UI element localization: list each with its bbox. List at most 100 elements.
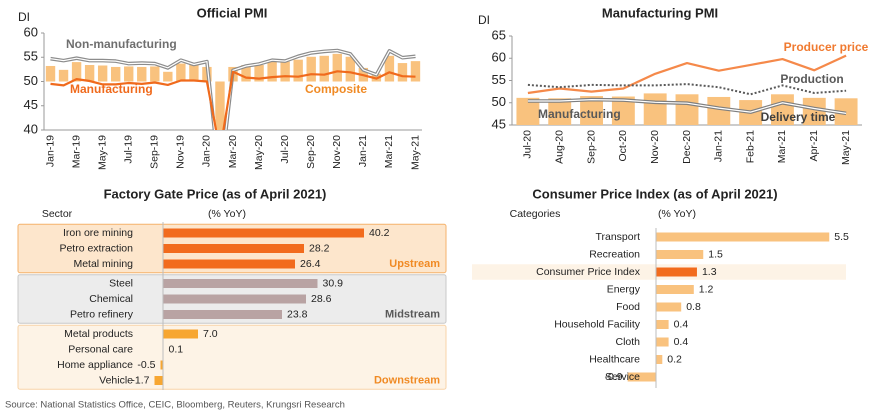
value-label: 23.8	[287, 308, 308, 320]
bar	[332, 53, 342, 82]
x-tick-label: May-19	[96, 135, 108, 170]
bar	[160, 360, 163, 370]
bar	[656, 337, 669, 347]
category-label: Transport	[595, 231, 640, 243]
bar	[656, 320, 669, 329]
value-label: -0.9	[605, 371, 623, 383]
bar	[84, 65, 95, 82]
series-label: Composite	[305, 82, 367, 96]
chart-title: Manufacturing PMI	[602, 5, 718, 20]
category-label: Healthcare	[589, 353, 640, 365]
series-line	[50, 70, 416, 130]
bar	[410, 61, 421, 82]
bar	[124, 66, 134, 82]
x-tick-label: Nov-20	[331, 135, 343, 169]
bar	[656, 232, 830, 242]
value-label: 26.4	[300, 258, 321, 270]
y-tick-label: 45	[492, 116, 506, 131]
x-tick-label: May-21	[409, 135, 421, 170]
y-tick-label: 60	[24, 24, 38, 39]
series-label: Manufacturing	[70, 82, 153, 96]
category-label: Petro refinery	[70, 308, 134, 320]
x-tick-label: Jul-20	[522, 130, 534, 159]
x-tick-label: Nov-20	[649, 130, 661, 164]
group-background	[17, 324, 447, 390]
value-label: 0.4	[674, 336, 689, 348]
series-line	[527, 54, 847, 95]
bar	[675, 94, 699, 125]
bar	[163, 244, 304, 253]
bar	[163, 310, 282, 319]
bar	[627, 372, 656, 382]
x-tick-label: Oct-20	[617, 130, 629, 162]
category-header: Sector	[42, 208, 73, 220]
bar	[345, 56, 356, 82]
value-header: (% YoY)	[208, 208, 246, 220]
source-note: Source: National Statistics Office, CEIC…	[5, 400, 345, 411]
value-label: 40.2	[369, 227, 390, 239]
bar	[189, 65, 199, 82]
chart-title: Consumer Price Index (as of April 2021)	[532, 186, 777, 201]
bar	[154, 376, 163, 385]
bar	[548, 98, 572, 125]
bars	[154, 228, 364, 385]
x-tick-label: Apr-21	[808, 130, 820, 162]
category-label: Recreation	[589, 248, 640, 260]
bar	[163, 71, 173, 82]
y-tick-label: 55	[24, 49, 38, 64]
bar	[643, 93, 667, 125]
x-tick-label: Jul-19	[123, 135, 135, 164]
value-label: 1.2	[699, 283, 714, 295]
group-label: Downstream	[374, 374, 440, 386]
bar	[771, 94, 794, 125]
line-core	[50, 49, 416, 130]
category-label: Household Facility	[554, 318, 641, 330]
bar	[163, 279, 318, 288]
bar	[254, 65, 264, 82]
bar	[397, 63, 408, 82]
category-label: Home appliance	[57, 359, 133, 371]
value-label: 0.1	[169, 343, 184, 355]
category-label: Food	[616, 301, 640, 313]
bar	[293, 59, 303, 82]
series-label: Producer price	[784, 40, 869, 54]
category-label: Petro extraction	[59, 242, 133, 254]
bar	[611, 96, 635, 125]
bar	[656, 267, 697, 277]
x-tick-label: May-20	[253, 135, 265, 170]
bar	[176, 63, 186, 82]
value-label: -1.7	[131, 374, 149, 386]
value-label: 0.2	[667, 353, 682, 365]
category-label: Energy	[607, 283, 641, 295]
y-tick-label: 50	[24, 73, 38, 88]
bar	[384, 55, 395, 82]
category-label: Consumer Price Index	[536, 266, 641, 278]
bar	[656, 302, 682, 312]
bar	[97, 65, 108, 82]
bar	[137, 66, 147, 82]
value-label: 28.6	[311, 293, 332, 305]
bar	[163, 228, 364, 238]
y-axis-label: DI	[18, 10, 30, 24]
bar	[319, 55, 329, 82]
x-tick-label: Sep-19	[149, 135, 161, 169]
category-label: Iron ore mining	[63, 227, 133, 239]
category-label: Steel	[109, 277, 133, 289]
value-label: 1.5	[708, 248, 723, 260]
x-tick-label: Sep-20	[585, 130, 597, 164]
category-label: Metal mining	[73, 258, 133, 270]
category-label: Vehicle	[99, 374, 133, 386]
x-tick-label: Nov-19	[175, 135, 187, 169]
bar	[802, 97, 826, 125]
y-tick-label: 65	[492, 27, 506, 42]
bar	[306, 56, 316, 82]
x-tick-label: Mar-21	[776, 130, 788, 163]
x-tick-label: May-21	[840, 130, 852, 165]
value-label: 1.3	[702, 266, 717, 278]
bar	[163, 294, 306, 304]
bar	[656, 250, 704, 259]
chart-title: Factory Gate Price (as of April 2021)	[104, 186, 327, 201]
value-label: 28.2	[309, 242, 330, 254]
bar	[110, 66, 121, 82]
bar	[163, 329, 198, 339]
